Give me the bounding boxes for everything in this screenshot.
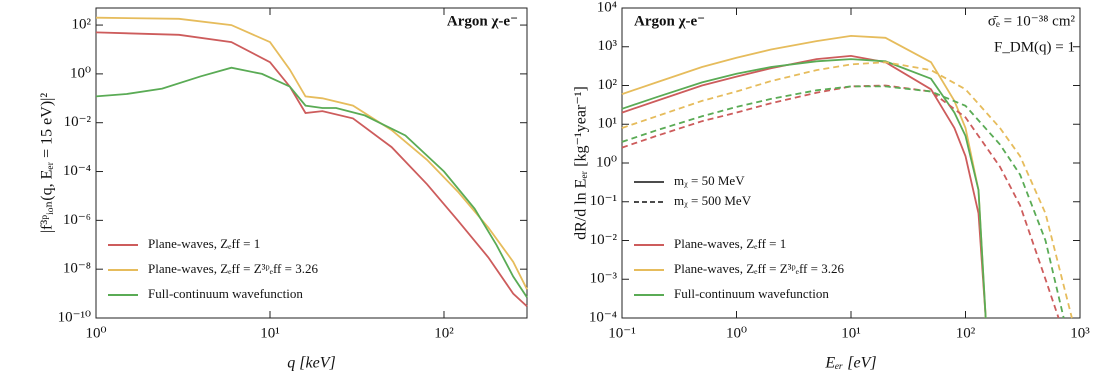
- y-axis-label: |f³ᵖᵢₒₙ(q, Eₑᵣ = 15 eV)|²: [39, 93, 56, 234]
- x-tick-label: 10³: [1070, 325, 1090, 341]
- legend-label: mᵪ = 500 MeV: [674, 193, 752, 208]
- data-line: [95, 66, 528, 298]
- y-tick-label: 10⁻⁴: [63, 163, 91, 179]
- legend-label: mᵪ = 50 MeV: [674, 173, 745, 188]
- x-tick-label: 10²: [956, 325, 976, 341]
- y-tick-label: 10⁻³: [590, 271, 618, 287]
- legend-label: Plane-waves, Zₑff = 1: [674, 236, 786, 251]
- annotation: σ̄ₑ = 10⁻³⁸ cm²: [988, 13, 1076, 29]
- annotation: Argon χ-e⁻: [447, 13, 518, 29]
- legend-label: Plane-waves, Zₑff = 1: [148, 236, 260, 251]
- plot-frame: [95, 7, 528, 319]
- data-line: [95, 31, 528, 308]
- y-axis-label: dR/d ln Eₑᵣ [kg⁻¹year⁻¹]: [573, 86, 590, 240]
- y-tick-label: 10⁻⁸: [63, 261, 91, 277]
- x-axis-label: Eₑᵣ [eV]: [824, 355, 876, 372]
- y-tick-label: 10⁰: [70, 65, 91, 81]
- y-tick-label: 10⁻²: [64, 114, 92, 130]
- x-axis-label: q [keV]: [287, 355, 335, 372]
- y-tick-label: 10¹: [598, 116, 618, 132]
- y-tick-label: 10²: [72, 17, 92, 33]
- y-tick-label: 10⁻²: [590, 232, 618, 248]
- annotation: F_DM(q) = 1: [994, 39, 1075, 55]
- y-tick-label: 10⁻¹: [590, 193, 617, 209]
- x-tick-label: 10¹: [260, 325, 280, 341]
- x-tick-label: 10⁻¹: [608, 325, 635, 341]
- data-line: [621, 34, 987, 319]
- y-tick-label: 10⁻⁶: [63, 212, 91, 228]
- x-tick-label: 10⁰: [85, 325, 106, 341]
- y-tick-label: 10⁻¹⁰: [58, 309, 91, 325]
- x-tick-label: 10¹: [841, 325, 861, 341]
- legend-label: Full-continuum wavefunction: [674, 286, 829, 301]
- y-tick-label: 10⁻⁴: [589, 309, 617, 325]
- y-tick-label: 10⁴: [597, 0, 617, 15]
- y-tick-label: 10⁰: [596, 154, 617, 170]
- legend-label: Plane-waves, Zₑff = Z³ᵖₑff = 3.26: [674, 261, 844, 276]
- annotation: Argon χ-e⁻: [634, 13, 705, 29]
- y-tick-label: 10³: [598, 38, 618, 54]
- x-tick-label: 10²: [434, 325, 454, 341]
- data-line: [621, 54, 987, 319]
- data-line: [621, 85, 1065, 319]
- y-tick-label: 10²: [598, 77, 618, 93]
- x-tick-label: 10⁰: [726, 325, 747, 341]
- data-line: [621, 61, 1073, 319]
- legend-label: Plane-waves, Zₑff = Z³ᵖₑff = 3.26: [148, 261, 318, 276]
- legend-label: Full-continuum wavefunction: [148, 286, 303, 301]
- data-line: [621, 58, 987, 319]
